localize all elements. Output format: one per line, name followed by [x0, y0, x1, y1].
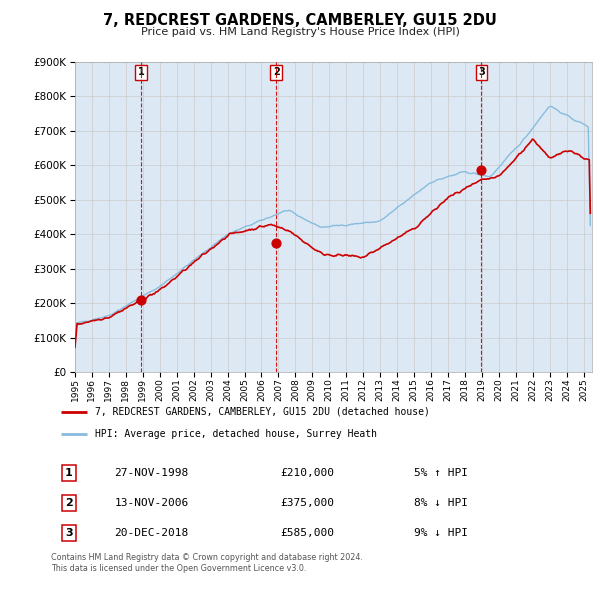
Point — [271, 238, 281, 248]
Text: 2: 2 — [273, 67, 280, 77]
Text: 7, REDCREST GARDENS, CAMBERLEY, GU15 2DU: 7, REDCREST GARDENS, CAMBERLEY, GU15 2DU — [103, 13, 497, 28]
Text: Contains HM Land Registry data © Crown copyright and database right 2024.: Contains HM Land Registry data © Crown c… — [51, 553, 363, 562]
Text: 3: 3 — [65, 528, 73, 538]
Point — [476, 166, 486, 175]
Text: 7, REDCREST GARDENS, CAMBERLEY, GU15 2DU (detached house): 7, REDCREST GARDENS, CAMBERLEY, GU15 2DU… — [95, 407, 430, 417]
Text: 2: 2 — [65, 498, 73, 508]
Text: 1: 1 — [65, 468, 73, 478]
Text: 3: 3 — [478, 67, 485, 77]
Text: 9% ↓ HPI: 9% ↓ HPI — [413, 528, 467, 538]
Text: This data is licensed under the Open Government Licence v3.0.: This data is licensed under the Open Gov… — [51, 564, 307, 573]
Text: 20-DEC-2018: 20-DEC-2018 — [115, 528, 189, 538]
Text: HPI: Average price, detached house, Surrey Heath: HPI: Average price, detached house, Surr… — [95, 429, 377, 439]
Text: 27-NOV-1998: 27-NOV-1998 — [115, 468, 189, 478]
Text: 13-NOV-2006: 13-NOV-2006 — [115, 498, 189, 508]
Text: 8% ↓ HPI: 8% ↓ HPI — [413, 498, 467, 508]
Point — [136, 295, 146, 304]
Text: £210,000: £210,000 — [280, 468, 334, 478]
Text: 5% ↑ HPI: 5% ↑ HPI — [413, 468, 467, 478]
Text: Price paid vs. HM Land Registry's House Price Index (HPI): Price paid vs. HM Land Registry's House … — [140, 27, 460, 37]
Text: £585,000: £585,000 — [280, 528, 334, 538]
Text: £375,000: £375,000 — [280, 498, 334, 508]
Text: 1: 1 — [138, 67, 145, 77]
